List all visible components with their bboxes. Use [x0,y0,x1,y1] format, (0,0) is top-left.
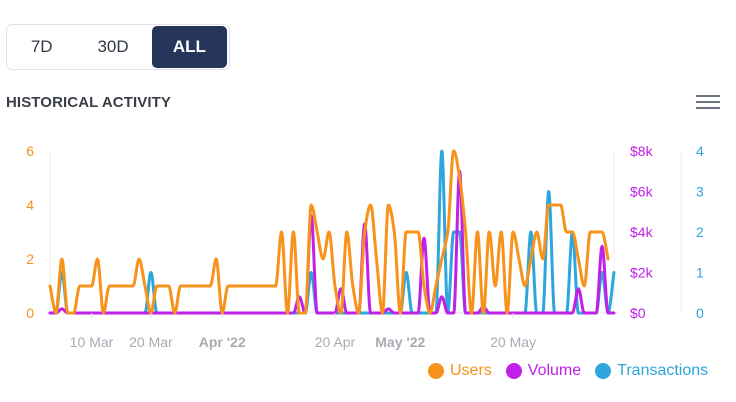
transactions-axis-tick-label: 2 [696,224,704,240]
users-axis-tick-label: 4 [26,197,34,213]
legend-volume-label: Volume [527,362,582,379]
x-axis-tick-label: May '22 [375,334,425,350]
users-legend-dot [428,363,444,379]
range-7d-button[interactable]: 7D [30,37,53,56]
x-axis-tick-label: Apr '22 [199,334,246,350]
users-axis-tick-label: 6 [26,143,34,159]
transactions-axis-tick-label: 4 [696,143,704,159]
volume-axis-tick-label: $4k [630,224,654,240]
chart-legend: Users Volume Transactions [428,362,708,380]
volume-axis-tick-label: $6k [630,184,654,200]
x-axis-tick-label: 20 Mar [129,334,173,350]
volume-axis-tick-label: $0 [630,305,646,321]
legend-users-label: Users [450,362,492,379]
chart-series [48,149,616,315]
users-axis: 0 2 4 6 [26,143,34,321]
range-selector: 7D 30D ALL [6,24,230,70]
series-line-transactions [48,149,616,315]
legend-item-transactions[interactable]: Transactions [595,362,708,380]
activity-chart: 0 2 4 6 $0 $2k $4k $6k $8k 0 1 2 3 4 10 Mar 20 Mar Ap… [26,143,704,350]
legend-item-users[interactable]: Users [428,362,492,380]
users-axis-tick-label: 0 [26,305,34,321]
hamburger-icon[interactable] [696,92,720,112]
chart-title: HISTORICAL ACTIVITY [6,94,171,111]
transactions-axis-tick-label: 3 [696,184,704,200]
x-axis-tick-label: 10 Mar [70,334,114,350]
transactions-legend-dot [595,363,612,379]
series-line-users [48,149,610,315]
transactions-axis-tick-label: 0 [696,305,704,321]
range-30d-button[interactable]: 30D [97,37,129,56]
series-line-volume [48,169,616,315]
volume-axis-tick-label: $8k [630,143,654,159]
legend-transactions-label: Transactions [617,362,709,379]
volume-axis-tick-label: $2k [630,265,654,281]
x-axis: 10 Mar 20 Mar Apr '22 20 Apr May '22 20 May [70,313,536,350]
transactions-axis: 0 1 2 3 4 [696,143,704,321]
legend-item-volume[interactable]: Volume [505,362,582,380]
transactions-axis-tick-label: 1 [696,265,704,281]
volume-axis: $0 $2k $4k $6k $8k [630,143,654,321]
volume-legend-dot [505,363,522,379]
x-axis-tick-label: 20 Apr [315,334,356,350]
range-all-button[interactable]: ALL [151,26,228,68]
x-axis-tick-label: 20 May [490,334,536,350]
users-axis-tick-label: 2 [26,251,34,267]
